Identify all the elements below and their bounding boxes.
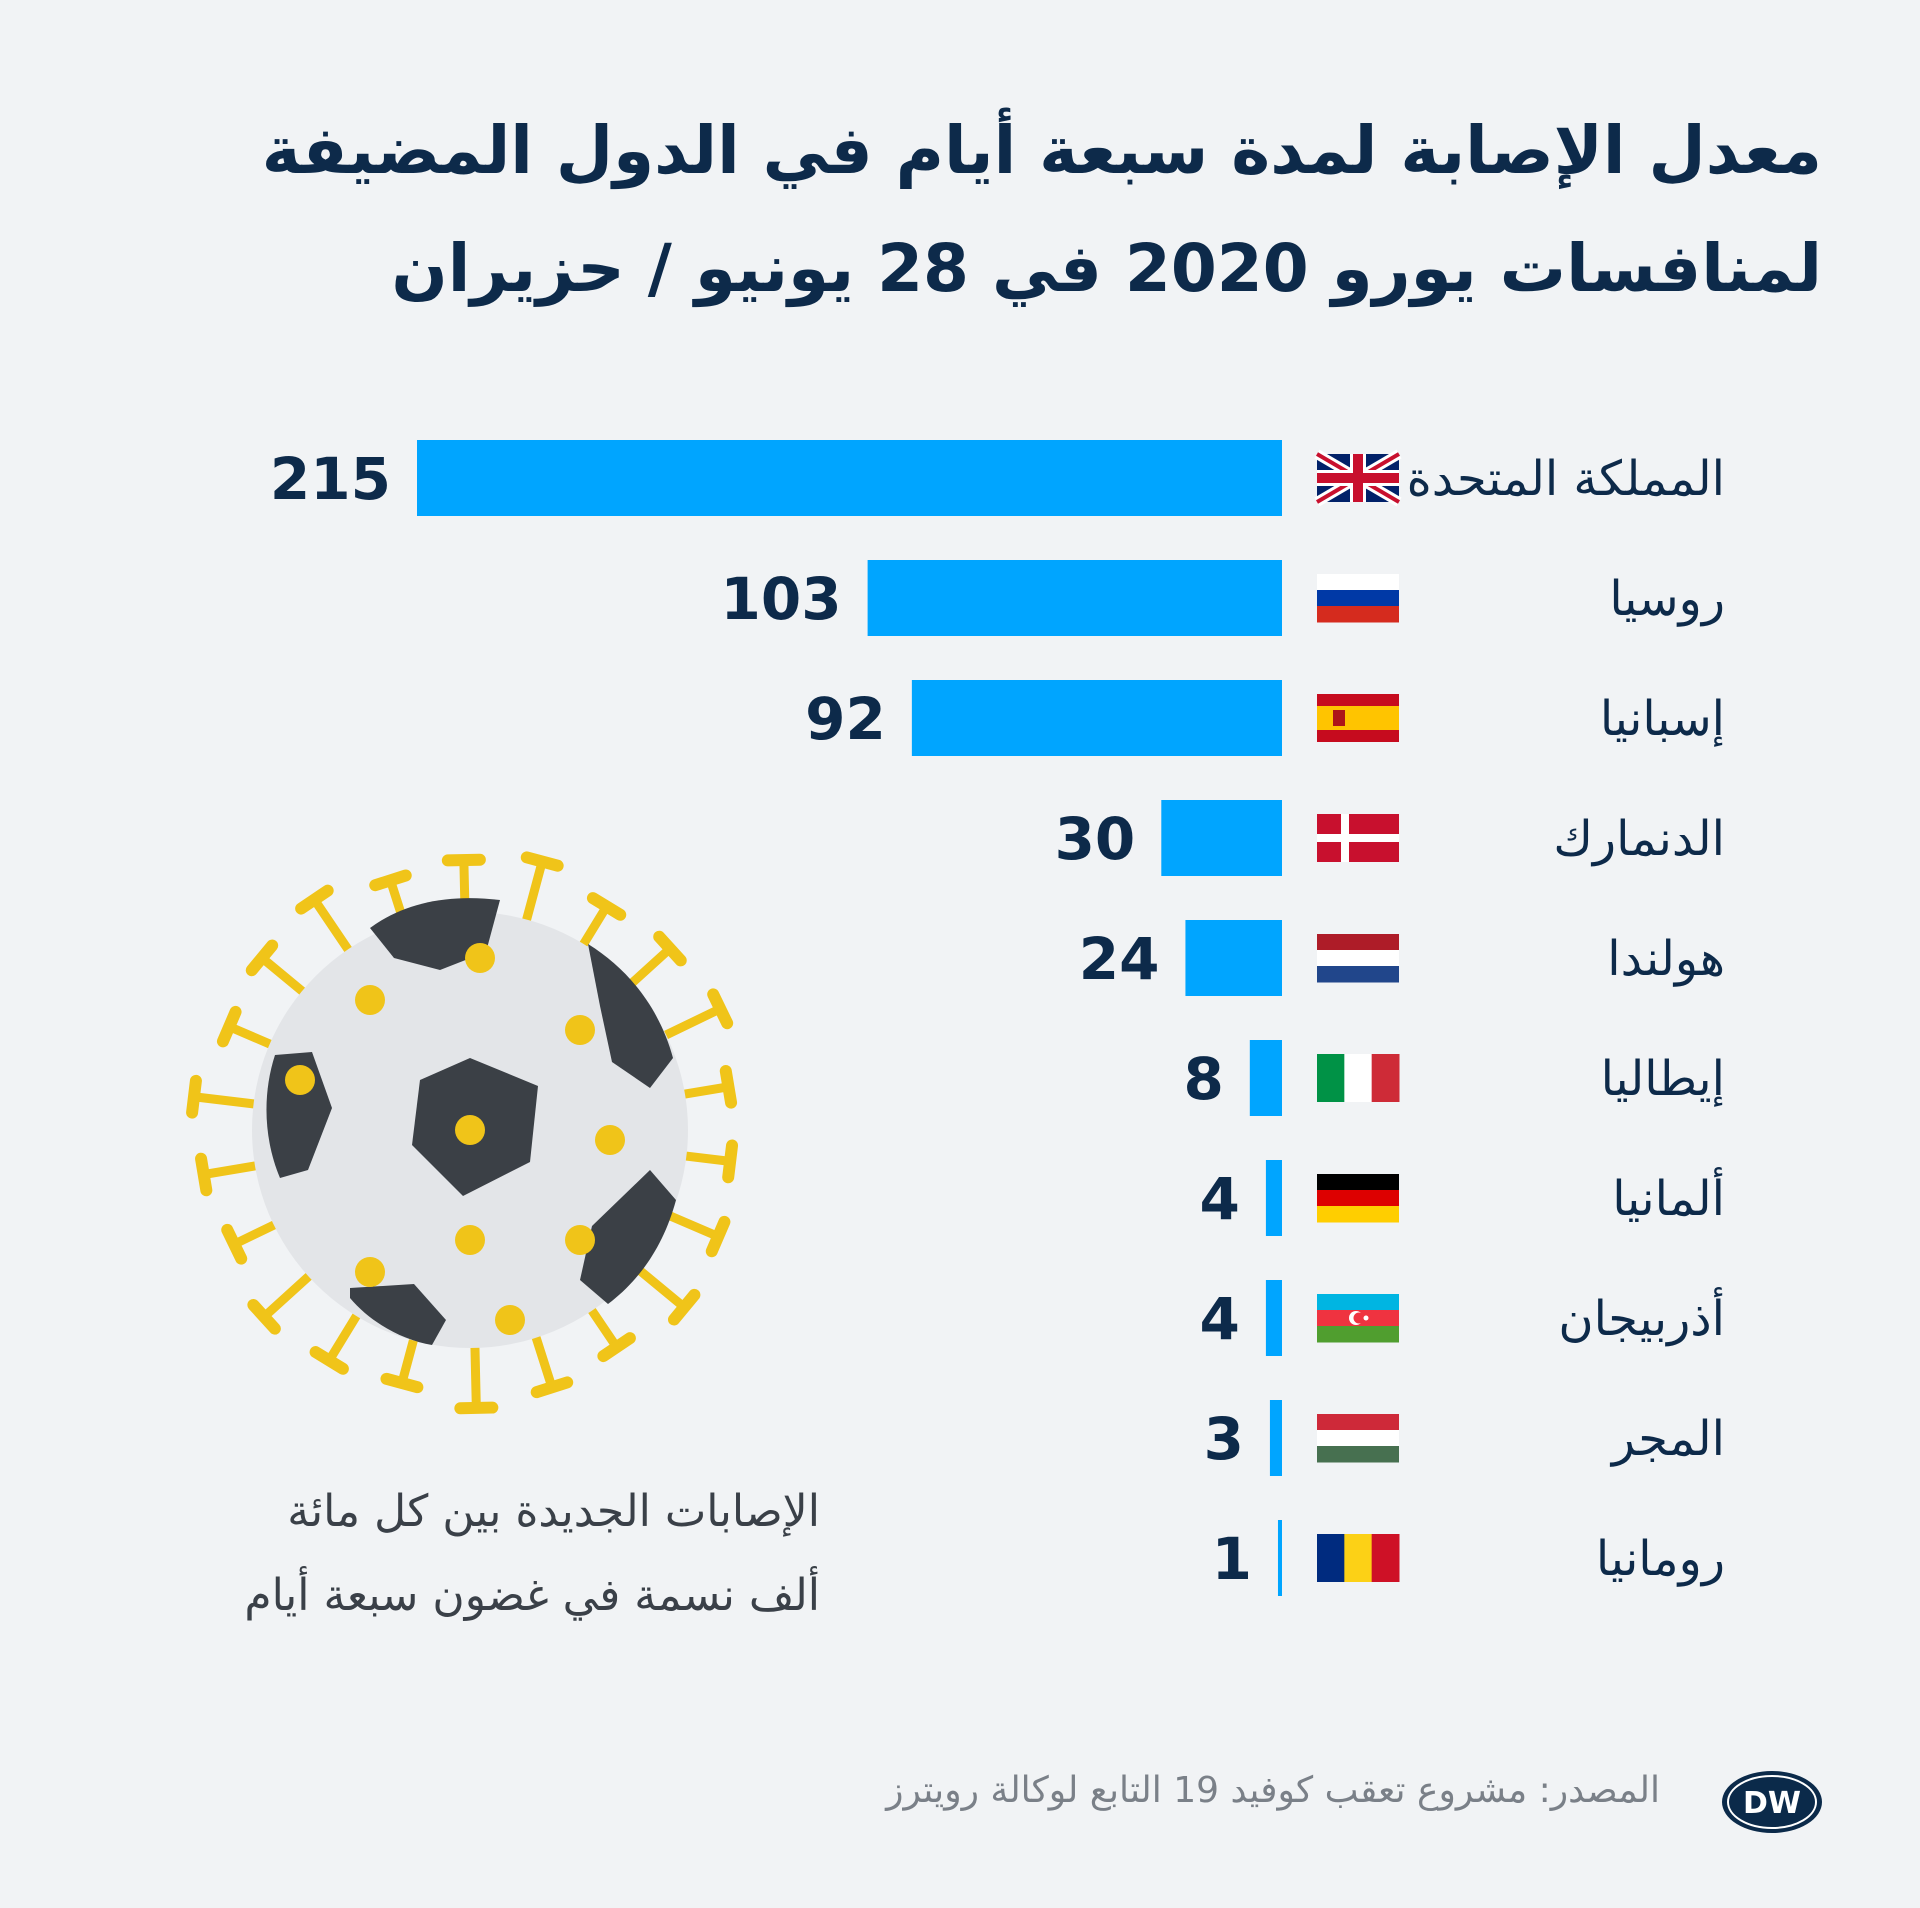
- bar-value-label: 24: [1079, 925, 1160, 993]
- virus-bump: [495, 1305, 525, 1335]
- bar-spain: [911, 680, 1282, 756]
- country-label: المجر: [1610, 1411, 1725, 1467]
- virus-spike-tip: [454, 1401, 499, 1415]
- bar-denmark: [1161, 800, 1282, 876]
- virus-spike-tip: [597, 1332, 636, 1363]
- flag-spain-icon: [1317, 694, 1399, 742]
- virus-bump: [565, 1015, 595, 1045]
- virus-bump: [355, 1257, 385, 1287]
- bar-value-label: 8: [1183, 1045, 1223, 1113]
- country-label: روسيا: [1609, 571, 1725, 627]
- virus-bump: [455, 1115, 485, 1145]
- country-label: ألمانيا: [1612, 1167, 1725, 1227]
- flag-uk-icon: [1314, 449, 1402, 507]
- flag-germany-icon: [1317, 1174, 1399, 1223]
- virus-spike-tip: [195, 1152, 213, 1197]
- virus-spike-tip: [722, 1139, 739, 1184]
- flag-romania-icon: [1317, 1534, 1400, 1582]
- virus-spike-tip: [309, 1346, 349, 1375]
- bar-value-label: 103: [721, 565, 842, 633]
- source-note: المصدر: مشروع تعقب كوفيد 19 التابع لوكال…: [886, 1770, 1660, 1811]
- dw-logo-text: DW: [1743, 1786, 1801, 1821]
- country-label: إيطاليا: [1601, 1051, 1725, 1107]
- virus-spike-tip: [380, 1372, 424, 1394]
- bar-uk: [417, 440, 1282, 516]
- virus-bump: [595, 1125, 625, 1155]
- virus-spike-tip: [369, 869, 412, 892]
- virus-spike-tip: [520, 851, 564, 872]
- country-label: أذربيجان: [1558, 1287, 1725, 1347]
- virus-spike-tip: [295, 884, 334, 915]
- country-label: المملكة المتحدة: [1407, 451, 1725, 507]
- flag-netherlands-icon: [1317, 934, 1399, 983]
- bar-azerbaijan: [1265, 1280, 1282, 1356]
- flag-azerbaijan-icon: [1317, 1294, 1399, 1343]
- virus-football-icon: [186, 851, 739, 1415]
- virus-spike-tip: [586, 892, 627, 921]
- bar-netherlands: [1185, 920, 1282, 996]
- virus-bump: [285, 1065, 315, 1095]
- virus-bump: [565, 1225, 595, 1255]
- bar-value-label: 215: [270, 445, 391, 513]
- virus-spike-tip: [667, 1288, 701, 1326]
- caption-line-2: ألف نسمة في غضون سبعة أيام: [244, 1570, 820, 1621]
- chart-caption: الإصابات الجديدة بين كل مائة ألف نسمة في…: [160, 1470, 820, 1638]
- caption-line-1: الإصابات الجديدة بين كل مائة: [287, 1486, 820, 1537]
- bar-hungary: [1269, 1400, 1282, 1476]
- dw-logo-icon: DW: [1722, 1771, 1822, 1833]
- flag-denmark-icon: [1317, 814, 1399, 862]
- bar-chart: 215 المملكة المتحدة 103 روسيا 92 إسبانيا 30 الد…: [270, 440, 1725, 1596]
- bar-germany: [1265, 1160, 1282, 1236]
- virus-spike-tip: [705, 1215, 731, 1258]
- virus-spike-tip: [221, 1223, 248, 1265]
- bar-value-label: 1: [1212, 1525, 1252, 1593]
- virus-spike-tip: [707, 988, 734, 1030]
- country-label: الدنمارك: [1553, 811, 1725, 867]
- bar-value-label: 4: [1200, 1285, 1240, 1353]
- bar-russia: [867, 560, 1282, 636]
- country-label: إسبانيا: [1600, 691, 1725, 747]
- virus-bump: [355, 985, 385, 1015]
- virus-spike-tip: [653, 930, 687, 967]
- bar-romania: [1277, 1520, 1282, 1596]
- virus-spike-tip: [247, 1298, 281, 1335]
- virus-spike-tip: [216, 1005, 242, 1048]
- chart-title: معدل الإصابة لمدة سبعة أيام في الدول الم…: [122, 92, 1822, 328]
- virus-spike-tip: [441, 853, 486, 867]
- bar-value-label: 30: [1055, 805, 1136, 873]
- flag-hungary-icon: [1317, 1414, 1399, 1463]
- virus-bump: [455, 1225, 485, 1255]
- chart-title-line-2: لمنافسات يورو 2020 في 28 يونيو / حزيران: [391, 230, 1822, 307]
- virus-bump: [465, 943, 495, 973]
- chart-title-line-1: معدل الإصابة لمدة سبعة أيام في الدول الم…: [261, 112, 1822, 189]
- country-label: رومانيا: [1596, 1531, 1725, 1587]
- flag-russia-icon: [1317, 574, 1399, 623]
- bar-value-label: 92: [805, 685, 886, 753]
- virus-spike-tip: [530, 1376, 574, 1399]
- virus-spike-tip: [245, 939, 279, 977]
- bar-italy: [1249, 1040, 1282, 1116]
- virus-spike-tip: [719, 1065, 738, 1109]
- virus-spike-tip: [186, 1074, 202, 1119]
- flag-italy-icon: [1317, 1054, 1400, 1102]
- bar-value-label: 3: [1204, 1405, 1244, 1473]
- bar-value-label: 4: [1200, 1165, 1240, 1233]
- country-label: هولندا: [1607, 931, 1725, 987]
